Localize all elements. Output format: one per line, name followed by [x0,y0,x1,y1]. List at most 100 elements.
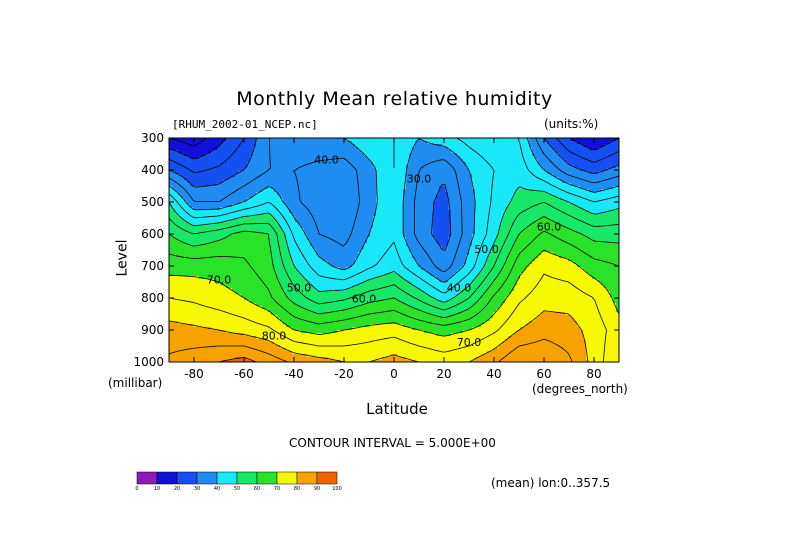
field-cell [328,213,332,217]
field-cell [502,210,506,214]
field-cell [511,225,515,229]
field-cell [535,216,539,220]
field-cell [214,156,218,160]
field-cell [472,168,476,172]
field-cell [241,180,245,184]
field-cell [343,141,347,145]
field-cell [526,144,530,148]
field-cell [595,213,599,217]
field-cell [484,192,488,196]
field-cell [361,171,365,175]
field-cell [595,189,599,193]
field-cell [379,213,383,217]
field-cell [412,216,416,220]
field-cell [385,180,389,184]
field-cell [511,192,515,196]
field-cell [211,231,215,235]
field-cell [295,207,299,211]
field-cell [493,216,497,220]
field-cell [418,222,422,226]
field-cell [178,216,182,220]
field-cell [208,198,212,202]
field-cell [529,198,533,202]
field-cell [499,210,503,214]
field-cell [211,237,215,241]
field-cell [217,201,221,205]
field-cell [346,153,350,157]
field-cell [511,234,515,238]
field-cell [448,225,452,229]
field-cell [577,192,581,196]
field-cell [262,159,266,163]
field-cell [286,153,290,157]
field-cell [610,156,614,160]
field-cell [406,174,410,178]
field-cell [262,189,266,193]
field-cell [418,201,422,205]
field-cell [199,219,203,223]
field-cell [451,147,455,151]
field-cell [241,213,245,217]
field-cell [187,156,191,160]
field-cell [394,141,398,145]
field-cell [313,189,317,193]
field-cell [592,234,596,238]
field-cell [493,141,497,145]
field-cell [400,180,404,184]
field-cell [271,225,275,229]
field-cell [325,210,329,214]
field-cell [529,180,533,184]
field-cell [517,192,521,196]
field-cell [406,204,410,208]
field-cell [232,177,236,181]
field-cell [178,150,182,154]
field-cell [343,174,347,178]
field-cell [433,234,437,238]
field-cell [469,231,473,235]
field-cell [271,195,275,199]
field-cell [220,153,224,157]
field-cell [220,144,224,148]
field-cell [526,201,530,205]
field-cell [262,231,266,235]
field-cell [181,192,185,196]
field-cell [223,141,227,145]
field-cell [406,234,410,238]
field-cell [412,168,416,172]
field-cell [352,162,356,166]
field-cell [295,150,299,154]
field-cell [403,147,407,151]
field-cell [181,213,185,217]
field-cell [322,156,326,160]
field-cell [268,177,272,181]
field-cell [352,177,356,181]
field-cell [448,168,452,172]
field-cell [370,153,374,157]
field-cell [556,192,560,196]
field-cell [328,168,332,172]
field-cell [322,216,326,220]
field-cell [490,195,494,199]
field-cell [319,171,323,175]
field-cell [235,222,239,226]
field-cell [274,174,278,178]
field-cell [463,222,467,226]
field-cell [301,219,305,223]
field-cell [262,153,266,157]
field-cell [490,207,494,211]
field-cell [613,138,617,142]
field-cell [439,198,443,202]
field-cell [400,204,404,208]
field-cell [235,141,239,145]
field-cell [505,228,509,232]
field-cell [202,213,206,217]
field-cell [205,237,209,241]
field-cell [304,216,308,220]
field-cell [334,207,338,211]
field-cell [403,189,407,193]
field-cell [469,225,473,229]
field-cell [199,210,203,214]
field-cell [298,231,302,235]
field-cell [169,189,173,193]
field-cell [430,141,434,145]
